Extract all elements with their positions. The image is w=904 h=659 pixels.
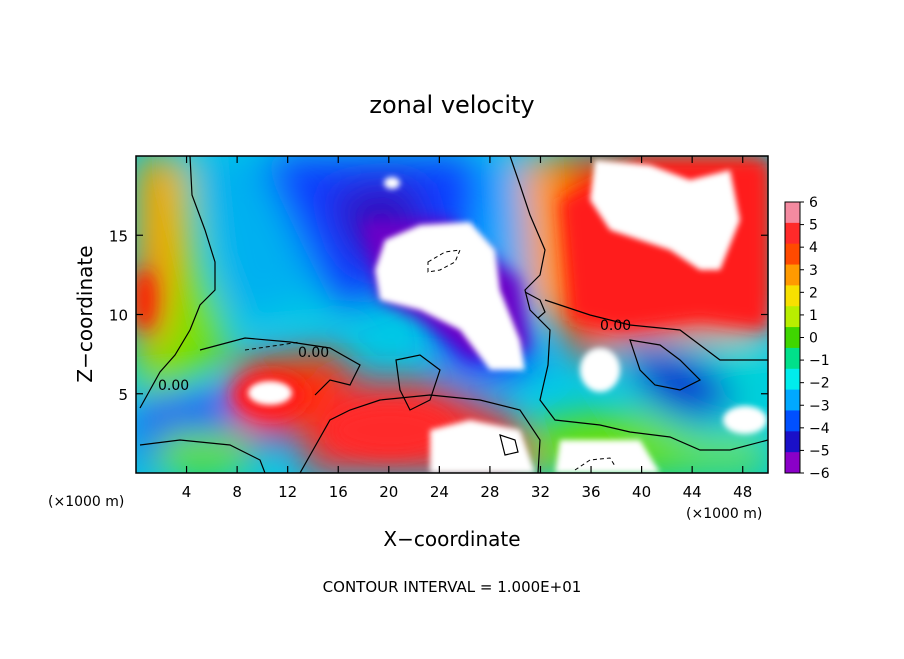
colorbar-swatch (785, 368, 800, 391)
colorbar-tick-label: −2 (809, 376, 830, 392)
x-tick-label: 28 (480, 483, 499, 501)
colorbar-swatch (785, 202, 800, 224)
x-tick-label: 12 (278, 483, 297, 501)
y-unit-label: (×1000 m) (48, 494, 124, 510)
colorbar-swatch (785, 410, 800, 432)
colorbar-tick-label: 4 (809, 240, 818, 256)
x-tick-label: 44 (683, 483, 702, 501)
x-tick-label: 16 (329, 483, 348, 501)
zero-contours (139, 156, 768, 473)
contour-label-left: 0.00 (158, 378, 189, 394)
x-tick-label: 4 (182, 483, 192, 501)
colorbar-tick-label: 3 (809, 263, 818, 279)
colorbar-swatch (785, 222, 800, 245)
colorbar-swatch (785, 389, 800, 411)
negative-contours (244, 249, 616, 471)
above-range-regions (248, 160, 767, 473)
colorbar-tick-label: 0 (809, 331, 818, 347)
x-tick-label: 32 (531, 483, 550, 501)
x-tick-label: 48 (733, 483, 752, 501)
y-tick-label: 5 (118, 386, 128, 404)
colorbar-tick-label: 1 (809, 308, 818, 324)
y-tick-label: 10 (109, 307, 128, 325)
colorbar-tick-label: 6 (809, 195, 818, 211)
colorbar-tick-label: −3 (809, 398, 830, 414)
colorbar-swatch (785, 452, 800, 474)
x-tick-label: 8 (232, 483, 242, 501)
y-tick-label: 15 (109, 227, 128, 245)
colorbar-tick-label: −6 (809, 466, 830, 482)
x-axis-title: X−coordinate (383, 527, 520, 551)
colorbar-swatch (785, 327, 800, 349)
y-axis-title: Z−coordinate (73, 245, 97, 382)
contour-label-middle: 0.00 (298, 345, 329, 361)
colorbar-swatch (785, 431, 800, 453)
x-unit-label: (×1000 m) (686, 506, 762, 522)
colorbar-tick-label: 2 (809, 285, 818, 301)
x-tick-label: 20 (379, 483, 398, 501)
colorbar-swatch (785, 264, 800, 286)
colorbar-swatch (785, 306, 800, 328)
chart-title: zonal velocity (369, 91, 534, 119)
y-axis: 5 10 15 (109, 227, 768, 404)
colorbar-swatch (785, 285, 800, 307)
x-tick-label: 40 (632, 483, 651, 501)
colorbar-swatch (785, 347, 800, 370)
colorbar: 6 5 4 3 2 1 0 −1 −2 −3 −4 −5 −6 (784, 195, 830, 482)
x-axis: 4 8 12 16 20 24 28 32 36 40 44 48 (182, 156, 752, 501)
colorbar-swatch (785, 243, 800, 266)
contour-label-right: 0.00 (600, 318, 631, 334)
velocity-field: 0.00 0.00 0.00 (136, 156, 768, 473)
x-tick-label: 24 (430, 483, 449, 501)
colorbar-tick-label: 5 (809, 218, 818, 234)
colorbar-tick-label: −1 (809, 353, 830, 369)
x-tick-label: 36 (581, 483, 600, 501)
colorbar-tick-label: −4 (809, 421, 830, 437)
contour-interval-note: CONTOUR INTERVAL = 1.000E+01 (323, 578, 582, 596)
colorbar-tick-label: −5 (809, 443, 830, 459)
